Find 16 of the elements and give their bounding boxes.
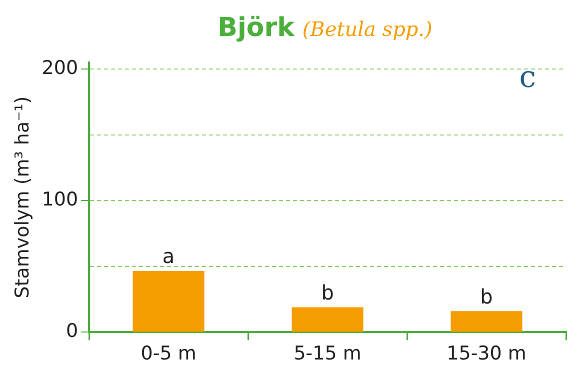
x-tick-label: 5-15 m [294, 342, 362, 365]
annotation: b [321, 280, 334, 304]
y-tick-label: 100 [42, 188, 78, 211]
bar [292, 307, 364, 332]
chart-subtitle: (Betula spp.) [302, 17, 432, 41]
bar [450, 311, 522, 332]
annotation: a [162, 244, 175, 268]
bar [132, 271, 204, 332]
x-tick-label: 15-30 m [446, 342, 526, 365]
annotation: b [480, 284, 493, 308]
annotation: c [519, 60, 536, 96]
x-tick-label: 0-5 m [140, 342, 196, 365]
chart-title: Björk [218, 13, 294, 43]
y-tick-label: 0 [66, 320, 78, 342]
y-axis-title: Stamvolym (m³ ha⁻¹) [11, 96, 34, 298]
y-tick-label: 200 [42, 56, 78, 79]
